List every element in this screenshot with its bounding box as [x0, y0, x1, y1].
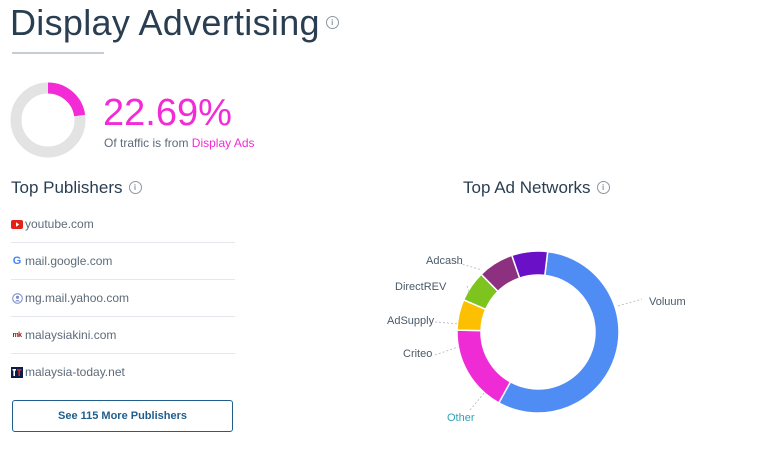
label-voluum: Voluum	[649, 296, 686, 308]
malaysia-today-icon	[11, 366, 23, 378]
top-ad-networks-title: Top Ad Networks i	[463, 178, 610, 198]
display-ads-link[interactable]: Display Ads	[191, 136, 255, 150]
label-criteo: Criteo	[403, 348, 433, 360]
publisher-row[interactable]: youtube.com	[11, 206, 235, 243]
publisher-domain[interactable]: mg.mail.yahoo.com	[25, 291, 130, 305]
leader-line-voluum	[617, 298, 643, 307]
publisher-row[interactable]: mk malaysiakini.com	[11, 317, 235, 354]
top-publishers-title-text: Top Publishers	[11, 178, 123, 197]
share-donut-arc	[10, 82, 86, 158]
top-ad-networks-title-text: Top Ad Networks	[463, 178, 591, 197]
slice-voluum[interactable]	[497, 250, 620, 414]
page-title: Display Advertising i	[10, 2, 339, 44]
google-icon: G	[12, 255, 22, 267]
label-other: Other	[447, 412, 475, 424]
publisher-domain[interactable]: youtube.com	[25, 217, 94, 231]
display-share-caption: Of traffic is from Display Ads	[104, 136, 255, 150]
info-icon[interactable]: i	[128, 181, 142, 195]
page-title-text: Display Advertising	[10, 2, 320, 43]
leader-line-adcash	[454, 261, 483, 271]
label-adcash: Adcash	[426, 255, 463, 267]
share-caption-text: Of traffic is from	[104, 136, 192, 150]
leader-lines	[434, 261, 643, 411]
ad-networks-donut-chart	[434, 250, 643, 414]
slice-other[interactable]	[456, 329, 512, 404]
label-adsupply: AdSupply	[387, 315, 435, 327]
publisher-row[interactable]: G mail.google.com	[11, 243, 235, 280]
info-icon[interactable]: i	[596, 181, 610, 195]
slice-adcash[interactable]	[510, 250, 549, 280]
info-icon[interactable]: i	[325, 15, 339, 29]
title-underline	[12, 52, 104, 54]
publisher-row[interactable]: malaysia-today.net	[11, 354, 235, 390]
leader-line-directrev	[466, 285, 471, 295]
leader-line-criteo	[434, 346, 459, 356]
see-more-publishers-button[interactable]: See 115 More Publishers	[12, 400, 233, 432]
youtube-icon	[11, 218, 23, 230]
label-directrev: DirectREV	[395, 281, 447, 293]
leader-line-other	[469, 391, 486, 411]
malaysiakini-icon: mk	[12, 331, 22, 339]
publisher-list: youtube.com G mail.google.com mg.mail.ya…	[11, 206, 235, 390]
publisher-domain[interactable]: malaysia-today.net	[25, 365, 125, 379]
publisher-row[interactable]: mg.mail.yahoo.com	[11, 280, 235, 317]
publisher-domain[interactable]: malaysiakini.com	[25, 328, 117, 342]
yahoo-icon	[11, 292, 23, 304]
display-share-value: 22.69%	[103, 92, 232, 134]
top-publishers-title: Top Publishers i	[11, 178, 142, 198]
display-share-donut	[10, 82, 86, 158]
publisher-domain[interactable]: mail.google.com	[25, 254, 113, 268]
leader-line-adsupply	[434, 321, 461, 325]
